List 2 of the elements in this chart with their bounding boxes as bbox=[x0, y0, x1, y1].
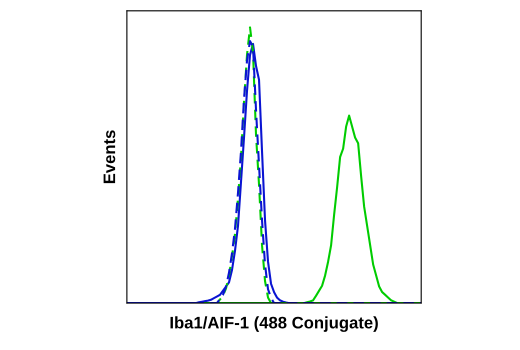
x-axis-title: Iba1/AIF-1 (488 Conjugate) bbox=[170, 316, 378, 332]
y-axis-title: Events bbox=[104, 130, 116, 184]
